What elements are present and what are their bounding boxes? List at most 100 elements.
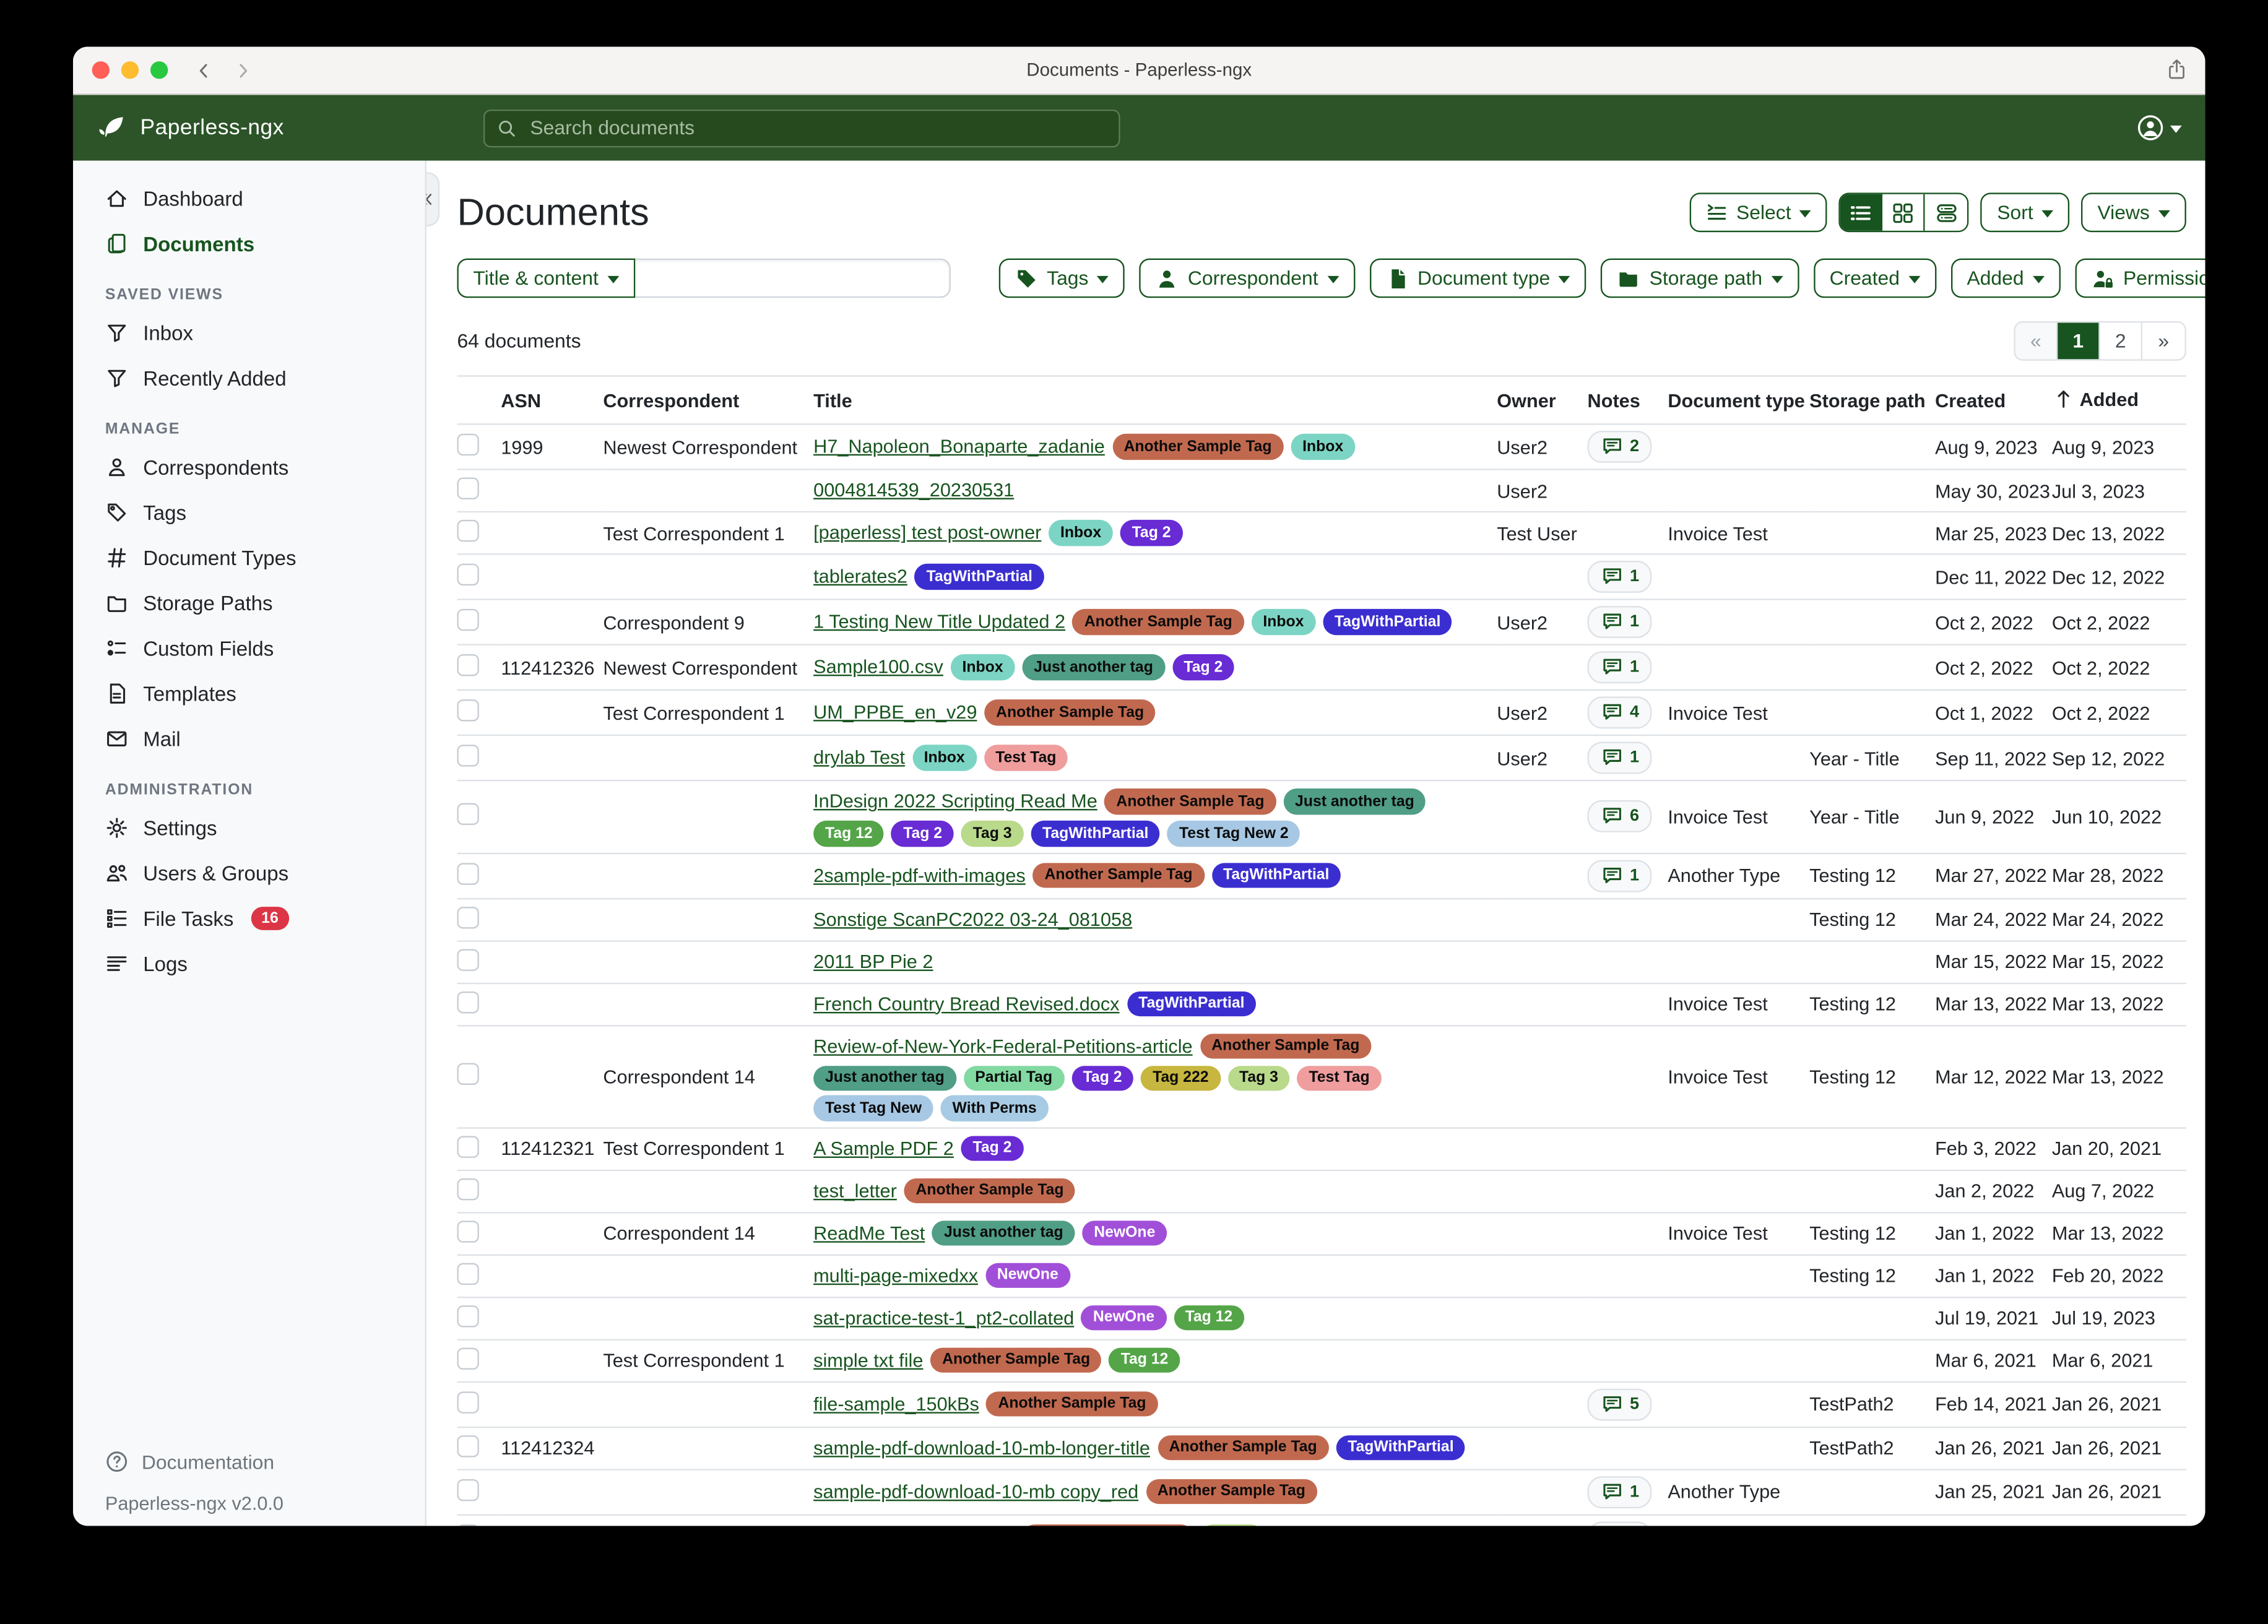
tag-tag-2[interactable]: Tag 2 — [1172, 654, 1235, 681]
document-link[interactable]: test_letter — [813, 1179, 897, 1201]
column-header-created[interactable]: Created — [1935, 375, 2052, 425]
row-checkbox[interactable] — [457, 1479, 479, 1501]
sidebar-item-dashboard[interactable]: Dashboard — [73, 175, 425, 220]
document-link[interactable]: sat-practice-test-1_pt2-collated — [813, 1306, 1075, 1329]
tag-test-tag[interactable]: Test Tag — [1297, 1065, 1382, 1091]
correspondent-filter-button[interactable]: Correspondent — [1140, 259, 1355, 298]
pagination-page-2[interactable]: 2 — [2100, 322, 2143, 360]
sort-button[interactable]: Sort — [1981, 192, 2070, 233]
notes-badge[interactable]: 2 — [1587, 431, 1653, 464]
column-header-storage-path[interactable]: Storage path — [1809, 375, 1936, 425]
pagination-prev[interactable]: « — [2015, 322, 2058, 360]
sidebar-item-documents[interactable]: Documents — [73, 220, 425, 266]
row-checkbox[interactable] — [457, 1135, 479, 1158]
document-link[interactable]: Sonstige ScanPC2022 03-24_081058 — [813, 907, 1133, 930]
tag-another-sample-tag[interactable]: Another Sample Tag — [1146, 1479, 1317, 1505]
tag-tag-222[interactable]: Tag 222 — [1141, 1065, 1221, 1091]
document-link[interactable]: 0004814539_20230531 — [813, 479, 1015, 501]
pagination-next[interactable]: » — [2142, 322, 2185, 360]
tag-tag-3[interactable]: Tag 3 — [1227, 1065, 1290, 1091]
column-header-added[interactable]: Added — [2051, 375, 2186, 425]
column-header-owner[interactable]: Owner — [1497, 375, 1588, 425]
tag-another-sample-tag[interactable]: Another Sample Tag — [1112, 434, 1284, 460]
tag-tag-2[interactable]: Tag 2 — [1071, 1065, 1134, 1091]
document-link[interactable]: UM_PPBE_en_v29 — [813, 701, 977, 723]
documentation-link[interactable]: Documentation — [105, 1440, 425, 1484]
row-checkbox[interactable] — [457, 1435, 479, 1457]
tag-tag-2[interactable]: Tag 2 — [1120, 520, 1183, 546]
column-header-asn[interactable]: ASN — [501, 375, 604, 425]
tag-inbox[interactable]: Inbox — [912, 745, 977, 771]
tag-just-another-tag[interactable]: Just another tag — [1022, 654, 1165, 681]
document-link[interactable]: French Country Bread Revised.docx — [813, 992, 1120, 1014]
row-checkbox[interactable] — [457, 1305, 479, 1327]
zoom-window-button[interactable] — [150, 61, 168, 79]
views-button[interactable]: Views — [2081, 192, 2186, 233]
sidebar-item-storage-paths[interactable]: Storage Paths — [73, 580, 425, 625]
document-link[interactable]: simple txt file — [813, 1349, 924, 1371]
select-button[interactable]: Select — [1689, 192, 1828, 233]
row-checkbox[interactable] — [457, 745, 479, 767]
minimize-window-button[interactable] — [121, 61, 139, 79]
tag-inbox[interactable]: Inbox — [1251, 609, 1316, 636]
tag-tag-3[interactable]: Tag 3 — [961, 821, 1024, 847]
row-checkbox[interactable] — [457, 1178, 479, 1200]
row-checkbox[interactable] — [457, 564, 479, 586]
row-checkbox[interactable] — [457, 1063, 479, 1086]
document-link[interactable]: Review-of-New-York-Federal-Petitions-art… — [813, 1035, 1193, 1057]
notes-badge[interactable]: 1 — [1587, 741, 1653, 774]
column-header-title[interactable]: Title — [813, 375, 1497, 425]
title-content-input[interactable] — [634, 259, 951, 298]
tag-just-another-tag[interactable]: Just another tag — [813, 1065, 956, 1091]
sidebar-item-tags[interactable]: Tags — [73, 489, 425, 534]
sidebar-item-mail[interactable]: Mail — [73, 715, 425, 761]
document-link[interactable]: A Sample PDF 2 — [813, 1137, 954, 1159]
column-header-document-type[interactable]: Document type — [1668, 375, 1810, 425]
sidebar-item-custom-fields[interactable]: Custom Fields — [73, 625, 425, 670]
notes-badge[interactable]: 4 — [1587, 696, 1653, 729]
document-link[interactable]: 2sample-pdf-with-images — [813, 863, 1026, 886]
row-checkbox[interactable] — [457, 477, 479, 500]
tag-test-tag-new-2[interactable]: Test Tag New 2 — [1167, 821, 1301, 847]
tag-another-sample-tag[interactable]: Another Sample Tag — [1104, 789, 1276, 815]
sidebar-item-document-types[interactable]: Document Types — [73, 535, 425, 580]
tag-tag-12[interactable]: Tag 12 — [813, 821, 885, 847]
document-link[interactable]: multi-page-mixedxx — [813, 1264, 979, 1286]
document-link[interactable]: tablerates2 — [813, 565, 907, 587]
tag-another-sample-tag[interactable]: Another Sample Tag — [904, 1178, 1076, 1204]
document-link[interactable]: InDesign 2022 Scripting Read Me — [813, 790, 1097, 813]
tag-test-tag[interactable]: Test Tag — [984, 745, 1068, 771]
sidebar-item-settings[interactable]: Settings — [73, 805, 425, 850]
tag-newone[interactable]: NewOne — [985, 1263, 1070, 1289]
row-checkbox[interactable] — [457, 1220, 479, 1243]
tag-another-sample-tag[interactable]: Another Sample Tag — [930, 1347, 1102, 1373]
column-header-correspondent[interactable]: Correspondent — [603, 375, 814, 425]
row-checkbox[interactable] — [457, 1391, 479, 1414]
column-header-notes[interactable]: Notes — [1587, 375, 1668, 425]
document-link[interactable]: Sample100.csv — [813, 655, 943, 678]
share-icon[interactable] — [2166, 57, 2188, 82]
back-icon[interactable] — [194, 61, 214, 80]
user-menu[interactable] — [2137, 114, 2182, 142]
sidebar-item-recently-added[interactable]: Recently Added — [73, 355, 425, 400]
tag-inbox[interactable]: Inbox — [950, 654, 1015, 681]
tags-filter-button[interactable]: Tags — [998, 259, 1125, 298]
row-checkbox[interactable] — [457, 520, 479, 542]
app-logo[interactable]: Paperless-ngx — [98, 113, 448, 142]
close-window-button[interactable] — [92, 61, 110, 79]
tag-tagwithpartial[interactable]: TagWithPartial — [914, 564, 1044, 590]
tag-another-sample-tag[interactable]: Another Sample Tag — [986, 1391, 1158, 1417]
document-link[interactable]: sample-pdf-with-images — [813, 1522, 1015, 1526]
document-link[interactable]: [paperless] test post-owner — [813, 521, 1042, 544]
document-link[interactable]: drylab Test — [813, 746, 905, 769]
tag-tagwithpartial[interactable]: TagWithPartial — [1323, 609, 1453, 636]
tag-another-sample-tag[interactable]: Another Sample Tag — [1157, 1435, 1329, 1461]
notes-badge[interactable]: 4 — [1587, 1521, 1653, 1526]
document-link[interactable]: sample-pdf-download-10-mb copy_red — [813, 1480, 1139, 1502]
sidebar-item-inbox[interactable]: Inbox — [73, 309, 425, 355]
row-checkbox[interactable] — [457, 654, 479, 676]
view-grid-button[interactable] — [1883, 194, 1926, 231]
tag-test-tag-new[interactable]: Test Tag New — [813, 1095, 933, 1121]
view-list-button[interactable] — [1840, 194, 1884, 231]
global-search[interactable] — [483, 108, 1120, 147]
